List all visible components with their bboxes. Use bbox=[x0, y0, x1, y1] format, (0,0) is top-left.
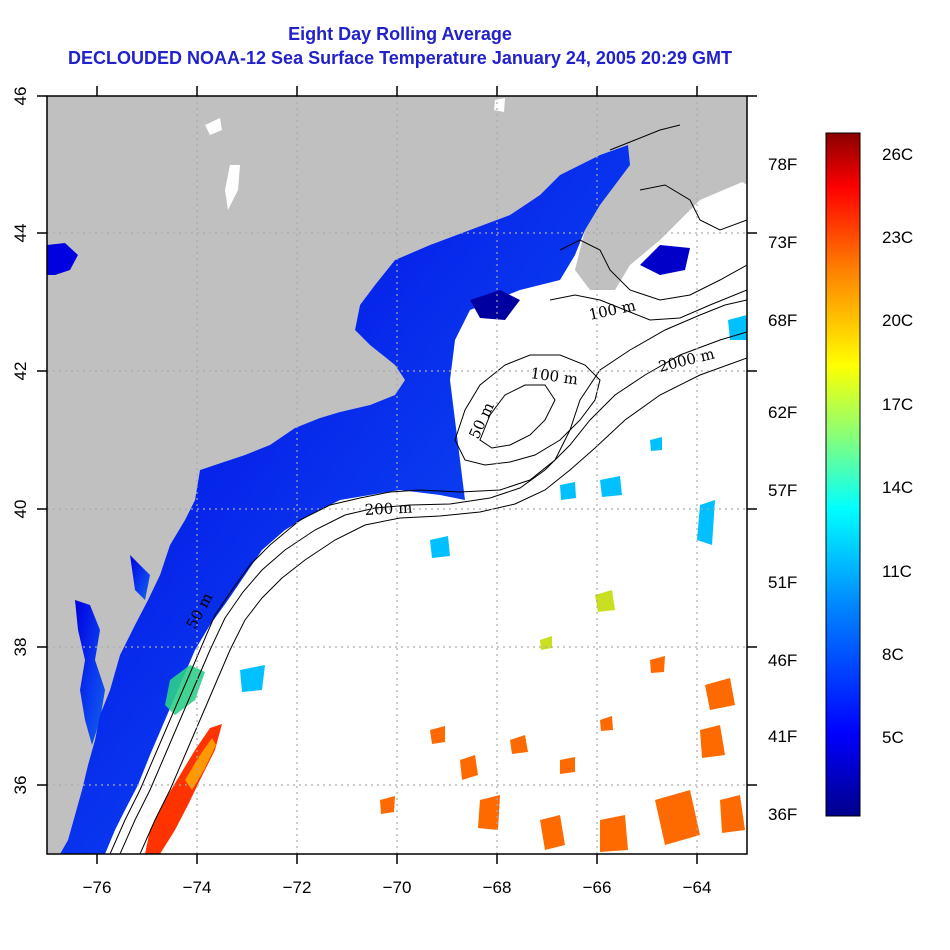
x-tick-label: −66 bbox=[583, 878, 612, 897]
gulf-maine-dark bbox=[470, 290, 520, 320]
celsius-label: 5C bbox=[882, 728, 904, 747]
lake-2 bbox=[225, 165, 240, 210]
fahrenheit-label: 36F bbox=[768, 805, 797, 824]
moderate-patches bbox=[540, 590, 615, 650]
graticule bbox=[47, 96, 747, 854]
x-axis bbox=[96, 86, 698, 864]
y-axis bbox=[37, 95, 757, 786]
celsius-label: 8C bbox=[882, 645, 904, 664]
map-panel: 50 m 50 m 100 m 100 m 200 m 2000 m bbox=[47, 96, 747, 854]
y-tick-label: 42 bbox=[11, 362, 30, 381]
celsius-label: 11C bbox=[882, 562, 912, 581]
delaware-bay bbox=[130, 555, 150, 600]
y-tick-label: 40 bbox=[11, 500, 30, 519]
chesapeake-bay bbox=[75, 600, 105, 745]
land-mainland bbox=[47, 96, 747, 854]
y-tick-label: 46 bbox=[11, 87, 30, 106]
fahrenheit-label: 78F bbox=[768, 155, 797, 174]
fahrenheit-label: 41F bbox=[768, 727, 797, 746]
y-tick-label: 36 bbox=[11, 776, 30, 795]
x-tick-label: −68 bbox=[483, 878, 512, 897]
y-tick-label: 38 bbox=[11, 638, 30, 657]
x-tick-label: −64 bbox=[683, 878, 712, 897]
fahrenheit-label: 68F bbox=[768, 311, 797, 330]
x-tick-label: −74 bbox=[183, 878, 212, 897]
lake-west bbox=[47, 243, 78, 275]
lake-1 bbox=[205, 118, 222, 135]
fahrenheit-label: 62F bbox=[768, 403, 797, 422]
y-tick-label: 44 bbox=[11, 224, 30, 243]
celsius-label: 14C bbox=[882, 478, 913, 497]
gulf-stream-core bbox=[185, 738, 216, 790]
shelf-water-cold bbox=[60, 145, 630, 854]
x-tick-label: −70 bbox=[383, 878, 412, 897]
fahrenheit-label: 73F bbox=[768, 233, 797, 252]
fahrenheit-scale: 78F 73F 68F 62F 57F 51F 46F 41F 36F bbox=[768, 155, 797, 824]
lake-3 bbox=[494, 98, 505, 112]
warm-patches bbox=[380, 656, 745, 852]
x-tick-label: −72 bbox=[283, 878, 312, 897]
fahrenheit-label: 51F bbox=[768, 573, 797, 592]
celsius-label: 20C bbox=[882, 311, 913, 330]
map-subtitle: DECLOUDED NOAA-12 Sea Surface Temperatur… bbox=[68, 48, 732, 68]
celsius-label: 26C bbox=[882, 145, 913, 164]
fahrenheit-label: 57F bbox=[768, 481, 797, 500]
contour-label-200m: 200 m bbox=[364, 499, 413, 519]
land-nova-scotia bbox=[575, 100, 747, 230]
map-title: Eight Day Rolling Average bbox=[288, 24, 512, 44]
celsius-label: 23C bbox=[882, 228, 913, 247]
fahrenheit-label: 46F bbox=[768, 651, 797, 670]
fundy-water bbox=[640, 245, 690, 275]
x-tick-label: −76 bbox=[83, 878, 112, 897]
celsius-scale: 26C 23C 20C 17C 14C 11C 8C 5C bbox=[882, 145, 913, 747]
celsius-label: 17C bbox=[882, 395, 913, 414]
shelf-edge-warm bbox=[165, 665, 205, 715]
color-bar bbox=[825, 132, 861, 817]
